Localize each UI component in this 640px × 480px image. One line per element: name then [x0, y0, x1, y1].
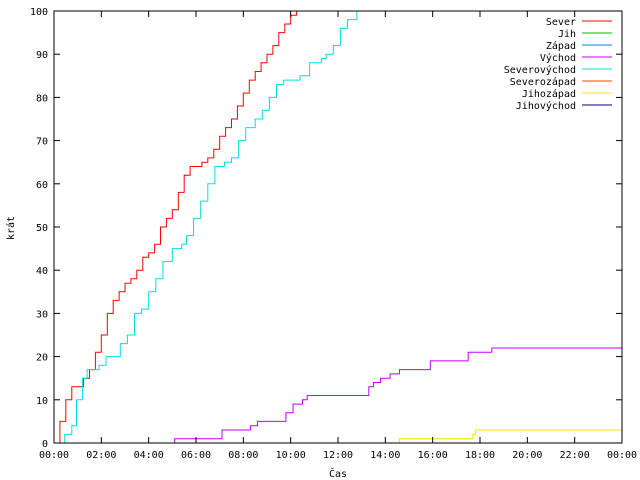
x-tick-label: 14:00: [370, 450, 400, 461]
legend-label-jih: Jih: [558, 29, 576, 40]
y-tick-label: 90: [36, 50, 48, 61]
y-tick-label: 0: [42, 439, 48, 450]
x-tick-label: 20:00: [512, 450, 542, 461]
x-tick-label: 22:00: [560, 450, 590, 461]
y-tick-label: 100: [30, 7, 48, 18]
legend-label-jihovychod: Jihovýchod: [516, 100, 576, 112]
y-axis-label: krát: [5, 216, 17, 240]
x-tick-label: 16:00: [418, 450, 448, 461]
legend-label-severozapad: Severozápad: [510, 76, 576, 88]
legend: SeverJihZápadVýchodSeverovýchodSeverozáp…: [504, 17, 612, 112]
axes: 0 10 20 30 40 50 60 70 80 90 100 00:00 02:00 04:00 06:…: [30, 7, 637, 461]
x-tick-label: 12:00: [323, 450, 353, 461]
x-tick-label: 02:00: [86, 450, 116, 461]
y-tick-label: 80: [36, 93, 48, 104]
series-line-sever: [54, 11, 298, 444]
x-tick-label: 06:00: [181, 450, 211, 461]
series-line-vychod: [54, 347, 622, 444]
legend-label-sever: Sever: [546, 17, 576, 28]
y-tick-label: 10: [36, 396, 48, 407]
legend-label-vychod: Východ: [540, 52, 576, 64]
plot-area: [54, 11, 622, 444]
y-tick-label: 60: [36, 180, 48, 191]
y-tick-label: 70: [36, 137, 48, 148]
legend-label-severovychod: Severovýchod: [504, 64, 576, 76]
y-tick-label: 20: [36, 353, 48, 364]
y-tick-label: 30: [36, 309, 48, 320]
x-axis-label: Čas: [329, 467, 347, 480]
legend-label-zapad: Západ: [546, 40, 576, 52]
x-tick-label: 18:00: [465, 450, 495, 461]
y-tick-label: 40: [36, 266, 48, 277]
series-line-jihozapad: [397, 429, 622, 444]
x-tick-label: 08:00: [228, 450, 258, 461]
legend-label-jihozapad: Jihozápad: [522, 88, 576, 100]
x-tick-label: 04:00: [134, 450, 164, 461]
x-tick-label: 10:00: [276, 450, 306, 461]
x-tick-label: 00:00: [39, 450, 69, 461]
x-tick-label: 00:00: [607, 450, 637, 461]
series-line-severovychod: [54, 11, 358, 444]
y-tick-label: 50: [36, 223, 48, 234]
